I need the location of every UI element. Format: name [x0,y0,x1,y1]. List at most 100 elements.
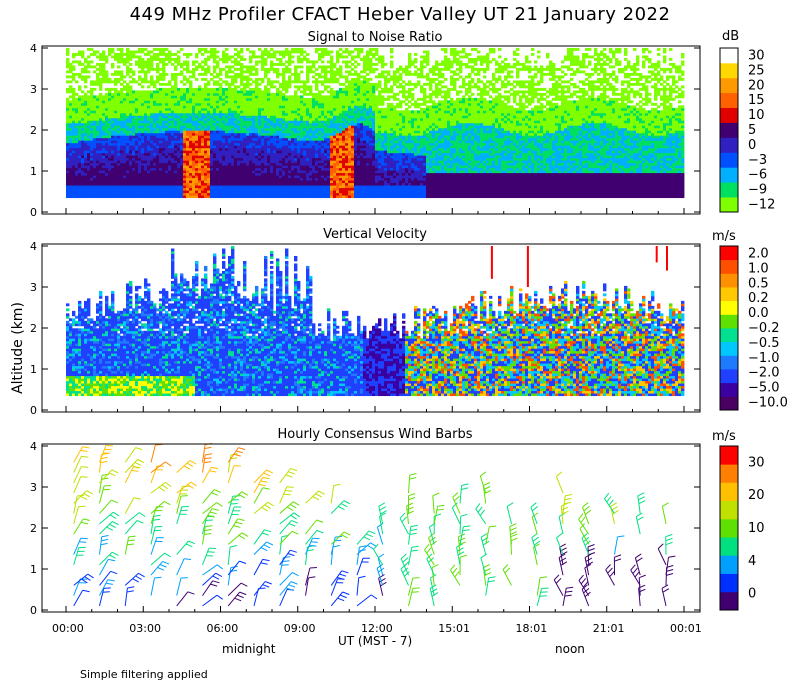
snr-cell [150,92,154,96]
snr-cell [270,82,274,86]
snr-cell [159,157,163,161]
snr-cell [309,107,313,111]
snr-cell [288,120,292,124]
snr-cell [183,152,187,156]
snr-cell [180,177,184,181]
snr-cell [165,170,169,174]
snr-cell [309,97,313,101]
snr-cell [171,75,175,79]
snr-cell [138,167,142,171]
snr-cell [336,50,340,54]
snr-cell [312,175,316,179]
snr-cell [204,182,208,186]
snr-cell [198,87,202,91]
snr-cell [219,165,223,169]
snr-cell [123,122,127,126]
snr-cell [129,185,133,189]
snr-cell [75,135,79,139]
snr-cell [84,95,88,99]
snr-cell [216,120,220,124]
snr-cell [309,147,313,151]
snr-cell [111,172,115,176]
snr-cell [321,165,325,169]
snr-cell [210,185,214,189]
snr-cell [138,70,142,74]
snr-cell [135,80,139,84]
snr-cell [147,122,151,126]
snr-cell [222,182,226,186]
snr-cell [297,175,301,179]
snr-cell [249,130,253,134]
snr-cell [225,150,229,154]
snr-cell [351,182,355,186]
snr-cell [123,135,127,139]
snr-cell [321,75,325,79]
snr-cell [267,150,271,154]
snr-cell [210,52,214,56]
snr-cell [282,62,286,66]
snr-cell [138,110,142,114]
snr-cell [252,50,256,54]
snr-cell [210,48,214,51]
snr-cell [303,82,307,86]
snr-cell [165,90,169,94]
snr-cell [102,142,106,146]
snr-cell [105,165,109,169]
snr-cell [90,165,94,169]
snr-cell [168,180,172,184]
snr-cell [117,55,121,59]
snr-cell [351,160,355,164]
snr-cell [273,115,277,119]
snr-cell [225,172,229,176]
snr-cell [81,102,85,106]
snr-cell [132,107,136,111]
snr-cell [117,180,121,184]
snr-cell [105,117,109,121]
snr-cell [96,140,100,144]
snr-cell [219,155,223,159]
snr-cell [198,190,202,194]
snr-cell [234,75,238,79]
snr-cell [276,72,280,76]
snr-cell [99,180,103,184]
snr-cell [174,60,178,64]
snr-cell [306,140,310,144]
snr-cell [240,182,244,186]
snr-cell [222,55,226,59]
snr-cell [282,102,286,106]
snr-cell [339,112,343,116]
snr-cell [186,65,190,69]
snr-cell [273,180,277,184]
snr-cell [84,157,88,161]
snr-cell [312,100,316,104]
snr-cell [120,137,124,141]
snr-cell [282,82,286,86]
snr-cell [120,160,124,164]
snr-cell [345,105,349,109]
snr-cell [126,160,130,164]
snr-cell [273,110,277,114]
snr-cell [225,52,229,56]
snr-cell [303,177,307,181]
snr-cell [336,125,340,129]
snr-cell [168,150,172,154]
snr-cell [276,127,280,131]
snr-cell [177,160,181,164]
snr-cell [267,100,271,104]
snr-cell [321,112,325,116]
snr-cell [228,117,232,121]
snr-cell [177,177,181,181]
snr-cell [267,142,271,146]
snr-cell [69,65,73,69]
snr-cell [159,127,163,131]
snr-cell [123,127,127,131]
snr-cell [321,82,325,86]
snr-cell [180,187,184,191]
snr-cell [219,120,223,124]
snr-cell [78,122,82,126]
snr-cell [186,87,190,91]
snr-cell [129,162,133,166]
snr-cell [258,48,262,51]
snr-cell [186,155,190,159]
snr-cell [87,152,91,156]
